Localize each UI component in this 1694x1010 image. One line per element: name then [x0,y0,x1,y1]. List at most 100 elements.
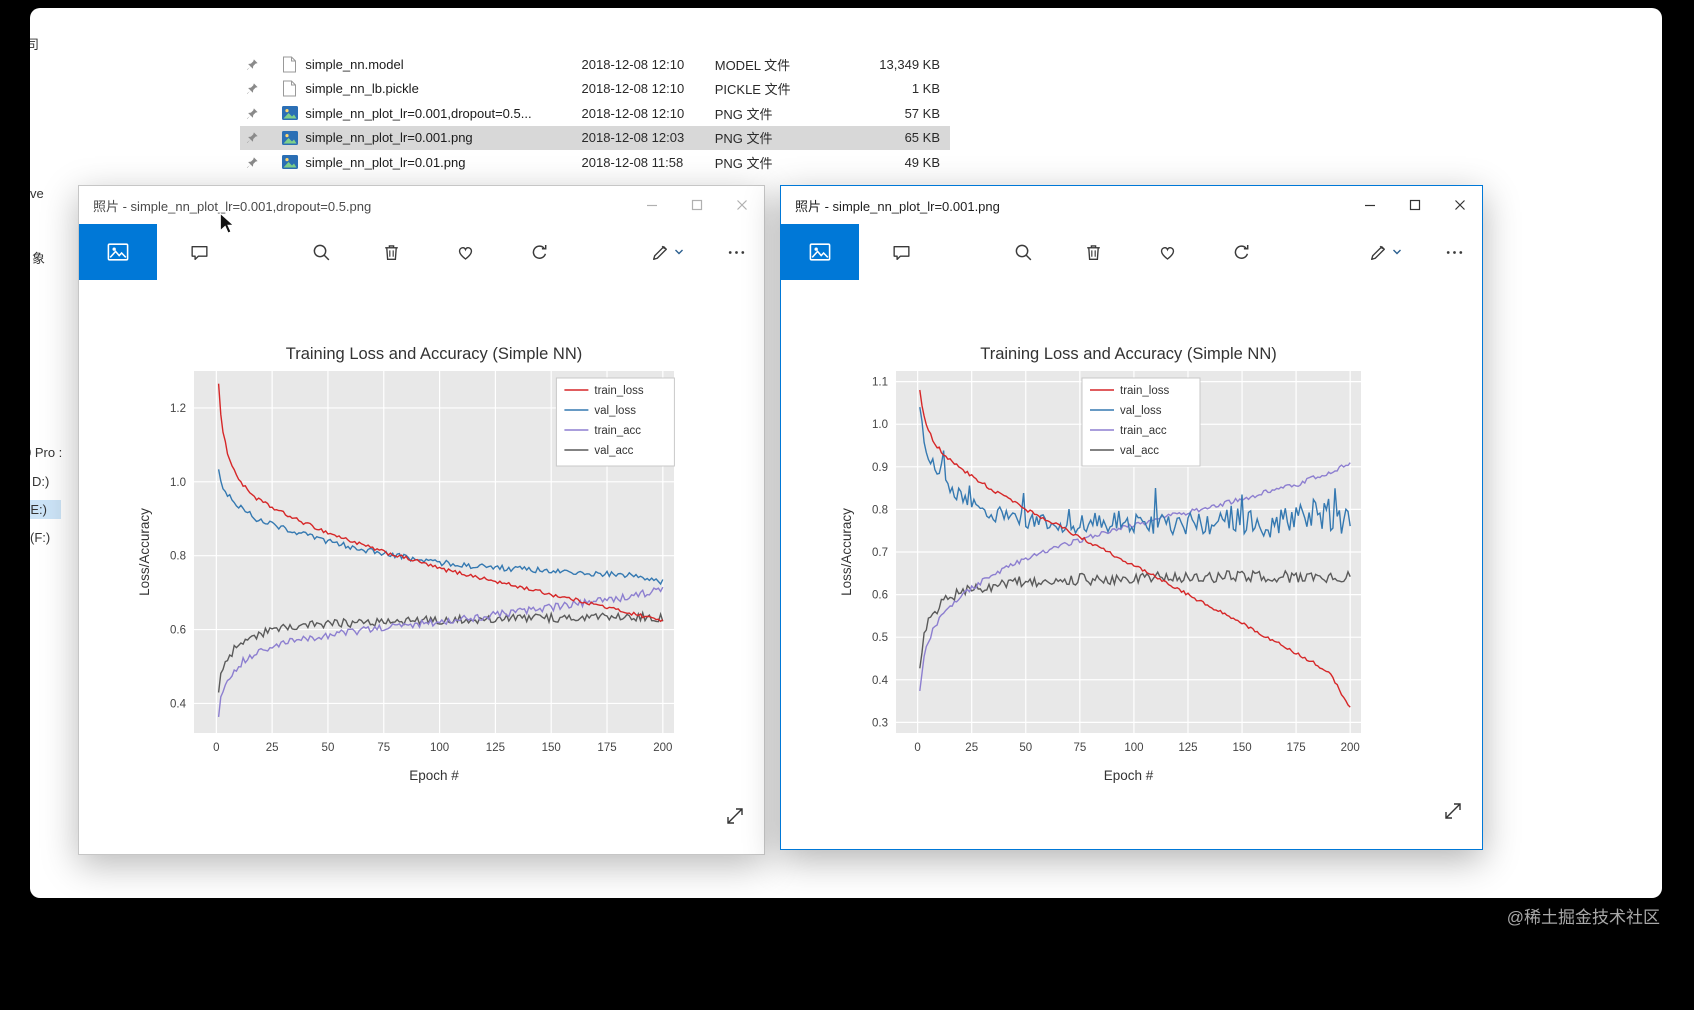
svg-text:0.6: 0.6 [170,625,186,637]
photos-window-dropout[interactable]: 照片 - simple_nn_plot_lr=0.001,dropout=0.5… [78,185,765,855]
expand-icon[interactable] [1442,800,1464,827]
svg-text:val_acc: val_acc [594,445,633,457]
svg-text:0.5: 0.5 [872,632,888,644]
file-row[interactable]: simple_nn_plot_lr=0.01.png 2018-12-08 11:… [240,150,950,174]
file-date: 2018-12-08 12:03 [581,130,685,145]
more-button[interactable] [1432,230,1476,274]
add-comment-button[interactable] [177,230,221,274]
file-size: 49 KB [904,154,940,170]
svg-text:Training Loss and Accuracy (Si: Training Loss and Accuracy (Simple NN) [286,345,583,363]
file-name: simple_nn_plot_lr=0.001,dropout=0.5... [305,105,532,121]
clipped-side-text[interactable]: 象 [32,251,46,266]
svg-text:175: 175 [1287,742,1306,754]
svg-text:0.8: 0.8 [170,551,186,563]
photo-content: Training Loss and Accuracy (Simple NN) 0 2… [79,280,764,854]
photo-view-button[interactable] [781,224,859,280]
window-controls [1347,186,1482,224]
expand-icon[interactable] [724,805,746,832]
pin-icon [246,58,260,71]
file-row[interactable]: simple_nn_plot_lr=0.001,dropout=0.5... 20… [240,101,950,125]
zoom-button[interactable] [1001,230,1045,274]
svg-text:200: 200 [653,742,672,754]
pin-icon [246,131,260,144]
clipped-side-text[interactable]: 司 [30,37,40,52]
svg-text:train_acc: train_acc [594,425,641,437]
svg-text:train_loss: train_loss [594,385,643,397]
svg-text:0.8: 0.8 [872,504,888,516]
svg-text:75: 75 [1073,742,1086,754]
svg-text:1.1: 1.1 [872,377,888,389]
file-date: 2018-12-08 11:58 [581,154,684,170]
image-file-icon [281,106,300,120]
more-button[interactable] [714,230,758,274]
svg-text:150: 150 [1232,742,1251,754]
file-size: 65 KB [904,130,940,145]
edit-create-button[interactable] [1356,230,1414,274]
svg-text:Training Loss and Accuracy (Si: Training Loss and Accuracy (Simple NN) [980,345,1277,363]
file-date: 2018-12-08 12:10 [581,56,685,72]
titlebar[interactable]: 照片 - simple_nn_plot_lr=0.001.png [781,186,1482,224]
file-row[interactable]: simple_nn.model 2018-12-08 12:10 MODEL 文件 1… [240,52,950,76]
svg-text:0.4: 0.4 [170,698,187,710]
svg-text:Epoch #: Epoch # [409,768,459,783]
svg-text:Epoch #: Epoch # [1104,768,1154,783]
delete-button[interactable] [369,230,413,274]
maximize-button[interactable] [674,186,719,224]
file-name: simple_nn_plot_lr=0.001.png [305,130,473,145]
clipped-side-text[interactable]: ve [30,186,44,201]
svg-text:0: 0 [213,742,219,754]
file-size: 1 KB [911,81,940,96]
file-name: simple_nn_plot_lr=0.01.png [305,154,466,170]
svg-text:100: 100 [1124,742,1143,754]
clipped-side-text[interactable]: (F:) [30,530,51,545]
document-file-icon [282,56,300,73]
desktop: simple_nn.model 2018-12-08 12:10 MODEL 文件 1… [30,8,1662,898]
image-file-icon [281,155,300,169]
favorite-button[interactable] [443,230,487,274]
svg-text:1.2: 1.2 [170,403,186,415]
file-size: 13,349 KB [879,56,940,72]
delete-button[interactable] [1071,230,1115,274]
svg-text:0.3: 0.3 [872,717,888,729]
image-file-icon [281,130,300,145]
favorite-button[interactable] [1145,230,1189,274]
svg-text:0.9: 0.9 [872,462,888,474]
clipped-side-text[interactable]: (E:) [30,500,61,519]
file-name: simple_nn_lb.pickle [305,81,419,96]
titlebar[interactable]: 照片 - simple_nn_plot_lr=0.001,dropout=0.5… [79,186,764,224]
svg-text:25: 25 [266,742,279,754]
document-file-icon [282,80,300,97]
minimize-button[interactable] [629,186,674,224]
file-type: PNG 文件 [714,106,773,122]
edit-create-button[interactable] [638,230,696,274]
window-title: 照片 - simple_nn_plot_lr=0.001,dropout=0.5… [93,198,372,214]
svg-text:50: 50 [1019,742,1032,754]
add-comment-button[interactable] [879,230,923,274]
chevron-down-icon [674,247,684,257]
svg-text:200: 200 [1341,742,1360,754]
file-date: 2018-12-08 12:10 [581,105,685,121]
svg-text:train_acc: train_acc [1120,425,1167,437]
chart-image-dropout: Training Loss and Accuracy (Simple NN) 0 2… [137,345,675,783]
file-row[interactable]: simple_nn_plot_lr=0.001.png 2018-12-08 12… [240,125,950,150]
minimize-button[interactable] [1347,186,1392,224]
chevron-down-icon [1392,247,1402,257]
rotate-button[interactable] [1219,230,1263,274]
svg-text:125: 125 [1178,742,1197,754]
close-button[interactable] [1437,186,1482,224]
chart-image-lr001: Training Loss and Accuracy (Simple NN) 0 2… [839,345,1361,783]
clipped-side-text[interactable]: 0 Pro : [30,445,63,460]
rotate-button[interactable] [517,230,561,274]
photo-view-button[interactable] [79,224,157,280]
photos-window-lr001[interactable]: 照片 - simple_nn_plot_lr=0.001.png Trainin… [780,185,1483,850]
pin-icon [246,82,260,95]
close-button[interactable] [719,186,764,224]
file-name: simple_nn.model [305,56,404,72]
clipped-side-text[interactable]: D:) [32,474,50,489]
svg-text:0.4: 0.4 [872,675,889,687]
pin-icon [246,156,260,169]
svg-text:25: 25 [965,742,978,754]
file-row[interactable]: simple_nn_lb.pickle 2018-12-08 12:10 PICKL… [240,77,950,101]
maximize-button[interactable] [1392,186,1437,224]
zoom-button[interactable] [299,230,343,274]
